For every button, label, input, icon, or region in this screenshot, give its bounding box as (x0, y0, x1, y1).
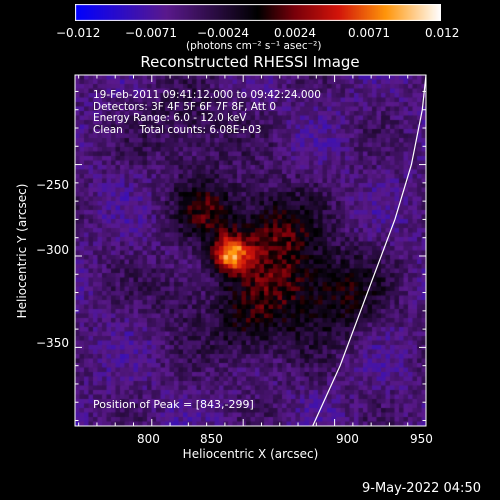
y-tick-label: −300 (36, 243, 69, 257)
y-tick-label: −250 (36, 178, 69, 192)
colorbar-tick-label: −0.012 (56, 26, 101, 40)
colorbar-tick-label: 0.0071 (348, 26, 390, 40)
x-tick-label: 850 (200, 432, 223, 446)
colorbar-units: (photons cm⁻² s⁻¹ asec⁻²) (186, 40, 322, 52)
y-axis-label: Heliocentric Y (arcsec) (15, 183, 29, 319)
info-time-range: 19-Feb-2011 09:41:12.000 to 09:42:24.000 (93, 89, 321, 101)
colorbar-tick-label: 0.0024 (274, 26, 316, 40)
info-energy-range: Energy Range: 6.0 - 12.0 keV (93, 112, 247, 124)
peak-position-label: Position of Peak = [843,-299] (93, 398, 254, 411)
y-tick-label: −350 (36, 336, 69, 350)
solar-limb-layer (312, 74, 427, 427)
colorbar-tick-label: −0.0071 (125, 26, 178, 40)
x-tick-label: 800 (137, 432, 160, 446)
observation-info: 19-Feb-2011 09:41:12.000 to 09:42:24.000… (93, 89, 321, 136)
solar-limb-curve (312, 74, 427, 427)
x-axis-label: Heliocentric X (arcsec) (182, 447, 319, 461)
colorbar-tick-label: −0.0024 (197, 26, 250, 40)
x-tick-label: 900 (336, 432, 359, 446)
colorbar (75, 4, 441, 21)
info-detectors: Detectors: 3F 4F 5F 6F 7F 8F, Att 0 (93, 100, 277, 113)
axis-ticks (75, 75, 427, 426)
info-clean-counts: Clean Total counts: 6.08E+03 (93, 123, 262, 136)
plot-border (74, 74, 427, 427)
x-tick-label: 950 (410, 432, 433, 446)
heatmap-image (75, 75, 426, 426)
chart-title: Reconstructed RHESSI Image (140, 53, 360, 71)
footer-date: 9-May-2022 04:50 (362, 481, 481, 496)
colorbar-tick-label: 0.012 (425, 26, 460, 40)
